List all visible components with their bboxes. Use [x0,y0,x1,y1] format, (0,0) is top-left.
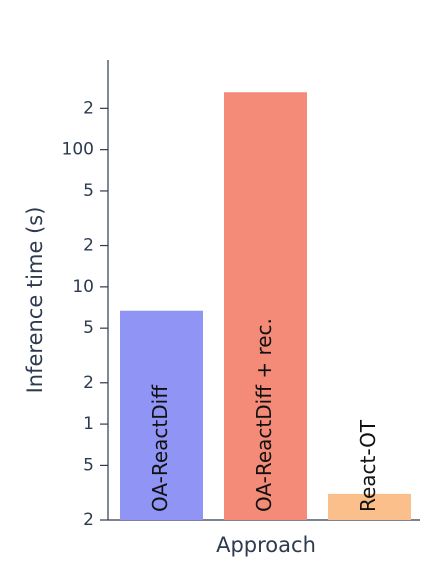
bar-label: React-OT [356,419,380,512]
y-axis-label: Inference time (s) [23,207,47,394]
y-tick-label: 5 [83,318,94,338]
x-axis-label: Approach [216,533,316,557]
bar-label: OA-ReactDiff + rec. [252,318,276,512]
y-tick-label: 5 [83,181,94,201]
y-tick-label: 2 [83,373,94,393]
y-tick-label: 2 [83,98,94,118]
bar [328,493,411,520]
y-tick-label: 100 [62,140,94,160]
bar-label: OA-ReactDiff [148,384,172,512]
y-tick-label: 10 [72,277,94,297]
y-tick-label: 2 [83,510,94,530]
y-tick-label: 1 [83,414,94,434]
y-tick-label: 5 [83,455,94,475]
y-tick-label: 2 [83,236,94,256]
bar [224,92,307,520]
bar [120,310,203,520]
